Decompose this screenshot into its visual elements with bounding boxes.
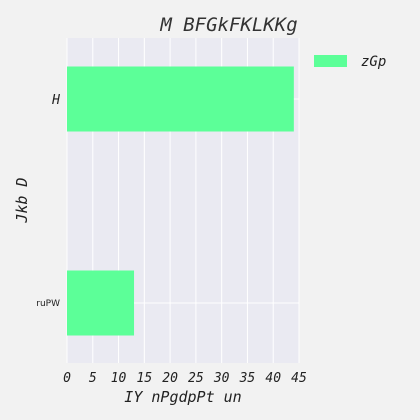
y-tick-labels: ruPW H xyxy=(36,93,60,309)
legend-swatch xyxy=(314,55,347,67)
y-axis-label: Jkb D xyxy=(13,177,31,223)
x-tick-label: 25 xyxy=(188,371,204,386)
y-tick-label: H xyxy=(51,93,60,108)
bar-ruPW xyxy=(67,270,135,336)
x-tick-label: 10 xyxy=(111,371,127,386)
x-tick-label: 0 xyxy=(63,371,71,386)
bar-H xyxy=(67,66,294,132)
bars xyxy=(67,66,294,336)
x-tick-label: 5 xyxy=(89,371,97,386)
chart-title: M BFGkFKLKKg xyxy=(159,14,297,36)
x-tick-label: 30 xyxy=(213,371,230,386)
x-tick-label: 20 xyxy=(162,371,178,386)
x-tick-label: 15 xyxy=(137,371,153,386)
x-tick-label: 35 xyxy=(239,371,256,386)
legend-label: zGp xyxy=(361,54,386,70)
y-tick-label: ruPW xyxy=(36,299,60,309)
x-tick-label: 40 xyxy=(265,371,281,386)
x-tick-label: 45 xyxy=(291,371,307,386)
x-axis-label: IY nPgdpPt un xyxy=(124,388,241,406)
x-tick-labels: 0 5 10 15 20 25 30 35 40 45 xyxy=(63,371,307,386)
legend: zGp xyxy=(314,54,386,70)
